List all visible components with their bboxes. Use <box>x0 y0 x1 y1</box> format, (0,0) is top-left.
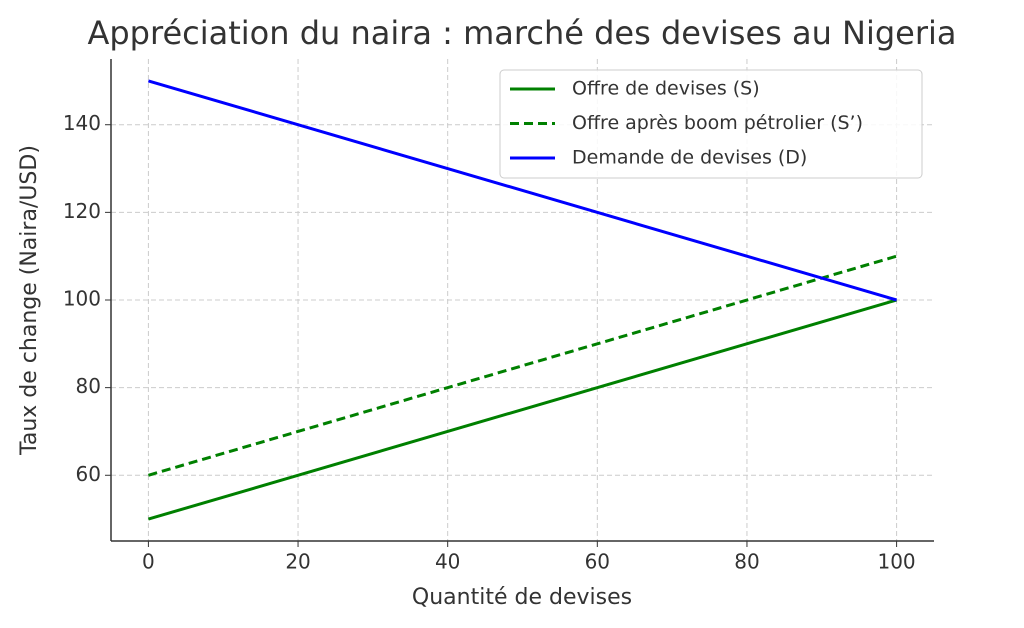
legend-box <box>499 69 923 179</box>
legend-label: Offre après boom pétrolier (S’) <box>572 112 863 134</box>
y-tick-label: 100 <box>63 287 101 311</box>
x-tick-label: 100 <box>877 550 915 574</box>
y-tick-label: 80 <box>76 374 101 398</box>
x-tick-label: 80 <box>734 550 759 574</box>
y-tick-label: 120 <box>63 199 101 223</box>
x-tick-label: 20 <box>285 550 310 574</box>
y-tick-label: 60 <box>76 462 101 486</box>
series-line <box>147 298 898 521</box>
x-tick-label: 0 <box>142 550 155 574</box>
x-axis-label: Quantité de devises <box>412 585 632 610</box>
legend-label: Offre de devises (S) <box>572 78 760 100</box>
series-line <box>147 79 898 302</box>
series-line <box>147 254 898 477</box>
chart-title: Appréciation du naira : marché des devis… <box>87 14 956 52</box>
y-axis-label: Taux de change (Naira/USD) <box>17 145 42 456</box>
legend-label: Demande de devises (D) <box>572 147 807 169</box>
x-tick-label: 40 <box>435 550 460 574</box>
x-tick-label: 60 <box>585 550 610 574</box>
y-tick-label: 140 <box>63 111 101 135</box>
